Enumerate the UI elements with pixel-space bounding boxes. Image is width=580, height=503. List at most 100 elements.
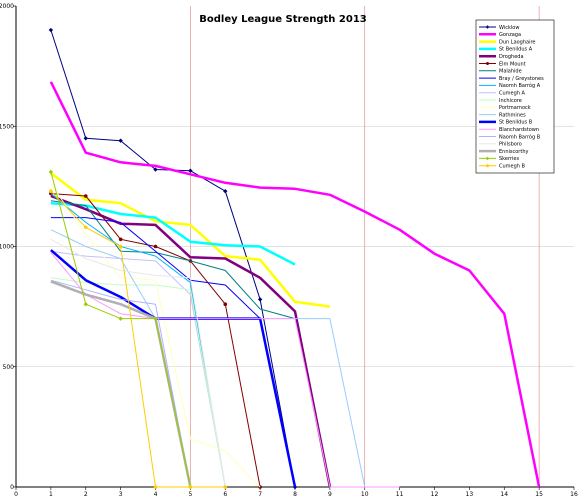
legend-label: Cumegh A bbox=[499, 91, 526, 97]
series-group bbox=[50, 201, 296, 266]
series-line bbox=[50, 252, 400, 488]
series-line bbox=[50, 279, 191, 488]
legend-label: Portmarnock bbox=[499, 105, 531, 111]
legend-item: Naomh Barróg B bbox=[479, 133, 541, 140]
data-point bbox=[188, 485, 193, 489]
legend-item: Philsboro bbox=[479, 142, 522, 148]
legend-item: Malahide bbox=[479, 69, 522, 75]
legend-label: Cumegh B bbox=[499, 164, 526, 170]
data-point bbox=[83, 136, 88, 141]
legend-label: St Benildus B bbox=[499, 120, 533, 126]
x-tick-label: 4 bbox=[154, 491, 158, 498]
legend-item: Gonzaga bbox=[479, 32, 521, 38]
series-lines bbox=[48, 27, 541, 490]
x-tick-label: 0 bbox=[14, 491, 18, 498]
legend-item: Portmarnock bbox=[479, 105, 531, 111]
legend-label: Elm Mount bbox=[499, 61, 526, 67]
legend-item: Elm Mount bbox=[479, 61, 526, 67]
legend-label: Enniscorthy bbox=[499, 149, 528, 155]
legend-item: Rathmines bbox=[479, 112, 526, 118]
x-tick-label: 15 bbox=[535, 491, 543, 498]
data-point bbox=[153, 244, 158, 249]
series-group bbox=[50, 200, 296, 320]
x-tick-label: 3 bbox=[119, 491, 123, 498]
legend-label: Drogheda bbox=[499, 54, 524, 60]
legend-item: Naomh Barróg A bbox=[479, 82, 541, 89]
legend-item: Cumegh A bbox=[479, 91, 526, 97]
x-tick-label: 6 bbox=[223, 491, 227, 498]
y-tick-label: 2000 bbox=[0, 3, 14, 10]
series-line bbox=[50, 200, 296, 320]
series-group bbox=[50, 217, 296, 488]
legend-item: Drogheda bbox=[479, 54, 524, 60]
x-tick-label: 11 bbox=[396, 491, 404, 498]
legend-marker bbox=[486, 164, 489, 168]
legend-marker bbox=[485, 156, 490, 161]
legend-item: Wicklow bbox=[479, 25, 519, 31]
legend-marker bbox=[485, 25, 490, 29]
data-point bbox=[48, 169, 54, 175]
legend-item: Skerries bbox=[479, 156, 519, 162]
x-tick-label: 10 bbox=[361, 491, 369, 498]
series-line bbox=[50, 194, 332, 488]
legend-label: Dun Laoghaire bbox=[499, 39, 536, 45]
data-point bbox=[48, 27, 54, 33]
legend-item: St Benildus A bbox=[479, 47, 533, 53]
data-point bbox=[223, 485, 228, 489]
series-group bbox=[50, 193, 226, 488]
legend-item: Enniscorthy bbox=[479, 149, 528, 155]
legend-label: Skerries bbox=[499, 156, 519, 162]
data-point bbox=[153, 485, 158, 489]
series-line bbox=[50, 193, 226, 488]
legend-label: Malahide bbox=[499, 69, 522, 75]
x-tick-label: 13 bbox=[466, 491, 474, 498]
data-point bbox=[153, 316, 158, 321]
data-point bbox=[118, 237, 123, 242]
legend-marker bbox=[486, 62, 489, 65]
x-tick-label: 9 bbox=[328, 491, 332, 498]
x-tick-label: 1 bbox=[49, 491, 53, 498]
series-group bbox=[50, 279, 191, 488]
x-tick-label: 7 bbox=[258, 491, 262, 498]
y-tick-label: 1500 bbox=[0, 123, 14, 130]
legend-label: Wicklow bbox=[499, 25, 519, 31]
legend-label: Blanchardstown bbox=[499, 127, 539, 133]
legend-box bbox=[475, 19, 555, 174]
x-tick-label: 2 bbox=[84, 491, 88, 498]
data-point bbox=[223, 188, 228, 194]
data-point bbox=[83, 302, 88, 307]
series-group bbox=[49, 189, 228, 489]
legend-label: Gonzaga bbox=[499, 32, 521, 38]
y-tick-label: 500 bbox=[3, 364, 15, 371]
legend-item: Inchicore bbox=[479, 98, 522, 104]
series-group bbox=[50, 238, 226, 488]
x-tick-label: 16 bbox=[570, 491, 578, 498]
data-point bbox=[49, 189, 53, 193]
x-tick-label: 14 bbox=[500, 491, 508, 498]
grid-lines bbox=[16, 6, 574, 487]
y-tick-label: 1000 bbox=[0, 244, 14, 251]
legend-item: Cumegh B bbox=[479, 164, 526, 170]
data-point bbox=[257, 297, 263, 302]
series-line bbox=[49, 81, 541, 488]
data-point bbox=[118, 316, 123, 321]
legend-item: Blanchardstown bbox=[479, 127, 539, 133]
chart-title: Bodley League Strength 2013 bbox=[199, 14, 367, 25]
x-tick-label: 8 bbox=[293, 491, 297, 498]
legend-label: Rathmines bbox=[499, 112, 526, 118]
data-point bbox=[83, 225, 88, 230]
legend-label: St Benildus A bbox=[499, 47, 533, 53]
series-group bbox=[49, 81, 541, 488]
series-group bbox=[50, 183, 261, 488]
series-line bbox=[50, 172, 331, 308]
series-line bbox=[50, 183, 261, 488]
x-tick-label: 12 bbox=[431, 491, 439, 498]
data-point bbox=[118, 244, 123, 249]
series-group bbox=[48, 169, 193, 490]
series-line bbox=[50, 201, 296, 266]
series-line bbox=[50, 190, 226, 488]
